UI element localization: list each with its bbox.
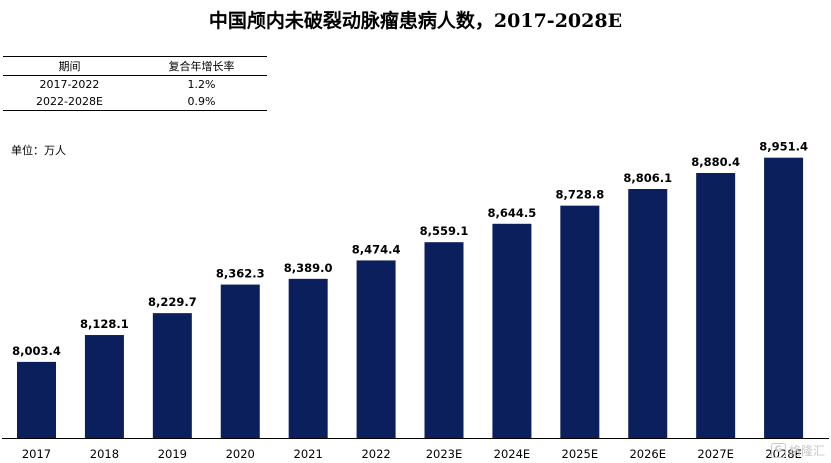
data-label: 8,229.7 — [148, 295, 197, 309]
data-label: 8,644.5 — [488, 206, 537, 220]
cagr-header-period: 期间 — [3, 56, 136, 76]
x-tick-label: 2021 — [294, 447, 323, 461]
watermark-text: 格隆汇 — [788, 444, 825, 458]
x-tick-label: 2017 — [22, 447, 51, 461]
cagr-table-header: 期间 复合年增长率 — [3, 56, 267, 76]
bar-2024E — [492, 223, 532, 438]
cagr-period: 2022-2028E — [3, 93, 136, 111]
x-tick-label: 2020 — [226, 447, 255, 461]
data-label: 8,128.1 — [80, 317, 129, 331]
bar-2021 — [288, 278, 328, 438]
data-label: 8,806.1 — [623, 171, 672, 185]
cagr-rate: 1.2% — [187, 78, 216, 91]
chart-title: 中国颅内未破裂动脉瘤患病人数，2017-2028E — [208, 10, 623, 32]
cagr-header-rate: 复合年增长率 — [135, 56, 267, 76]
table-row: 2022-2028E 0.9% — [3, 93, 267, 111]
x-tick-label: 2019 — [158, 447, 187, 461]
x-tick-label: 2024E — [494, 447, 531, 461]
bar-2023E — [424, 242, 464, 438]
data-label: 8,728.8 — [555, 188, 604, 202]
x-tick-label: 2022 — [361, 447, 390, 461]
x-tick-label: 2026E — [629, 447, 666, 461]
bar-2027E — [696, 172, 736, 438]
data-label: 8,880.4 — [691, 155, 740, 169]
x-tick-label: 2023E — [426, 447, 463, 461]
data-label: 8,389.0 — [284, 261, 333, 275]
x-tick-label: 2025E — [562, 447, 599, 461]
bar-2022 — [356, 260, 396, 438]
data-label: 8,474.4 — [352, 242, 401, 256]
bar-2018 — [84, 335, 124, 438]
cagr-table: 期间 复合年增长率 2017-2022 1.2% 2022-2028E 0.9% — [3, 56, 267, 111]
g-logo-icon: G — [770, 443, 786, 458]
data-label: 8,362.3 — [216, 267, 265, 281]
data-label: 8,559.1 — [420, 224, 469, 238]
bar-2025E — [560, 205, 600, 438]
bar-2017 — [17, 361, 56, 438]
bar-2026E — [628, 188, 668, 438]
unit-label: 单位：万人 — [11, 144, 66, 157]
watermark: G 格隆汇 — [770, 442, 825, 459]
data-label: 8,951.4 — [759, 140, 808, 154]
cagr-rate: 0.9% — [135, 93, 267, 111]
x-tick-label: 2018 — [90, 447, 119, 461]
cagr-period: 2017-2022 — [39, 78, 100, 91]
table-row: 2017-2022 1.2% — [3, 76, 267, 94]
data-label: 8,003.4 — [12, 344, 61, 358]
bar-2028E — [764, 157, 804, 438]
bar-2019 — [152, 313, 192, 438]
x-tick-label: 2027E — [697, 447, 734, 461]
bar-2020 — [220, 284, 260, 438]
